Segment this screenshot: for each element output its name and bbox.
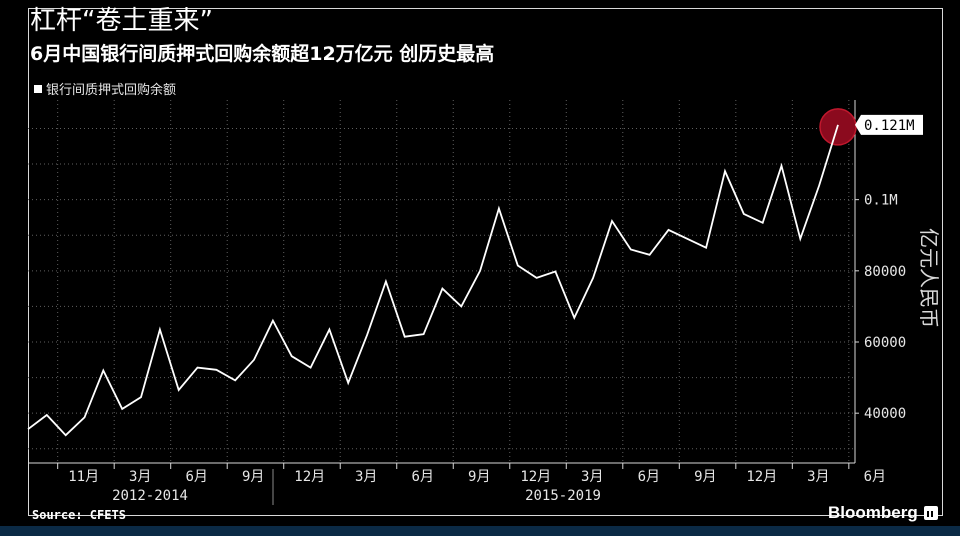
legend: 银行间质押式回购余额 [34, 79, 176, 98]
chart-title: 杠杆“卷土重来” [30, 6, 213, 36]
chart-subtitle: 6月中国银行间质押式回购余额超12万亿元 创历史最高 [30, 43, 495, 65]
footer-bar [0, 526, 960, 536]
last-value-marker: 0.121M [819, 108, 923, 146]
y-axis-label: 亿元人民币 [917, 228, 941, 328]
legend-label: 银行间质押式回购余额 [46, 83, 177, 98]
brand-label: Bloomberg [828, 503, 918, 522]
x-tick-label: 9月 [242, 469, 264, 485]
period-label: 2012-2014 [112, 488, 188, 504]
gridlines [28, 100, 855, 463]
chart-frame [28, 8, 943, 516]
series-group [27, 124, 839, 437]
period-label: 2015-2019 [525, 488, 601, 504]
x-tick-label: 12月 [294, 469, 325, 485]
x-tick-label: 3月 [129, 469, 151, 485]
x-tick-label: 6月 [864, 469, 886, 485]
x-tick-label: 12月 [520, 469, 551, 485]
x-tick-label: 3月 [581, 469, 603, 485]
legend-swatch [34, 84, 42, 93]
x-tick-label: 6月 [412, 469, 434, 485]
y-tick-label: 0.1M [864, 193, 898, 209]
x-tick-label: 6月 [638, 469, 660, 485]
bloomberg-logo: Bloomberg [828, 503, 938, 523]
axes [28, 100, 859, 505]
x-tick-label: 9月 [468, 469, 490, 485]
x-tick-label: 12月 [746, 469, 777, 485]
x-tick-label: 11月 [68, 469, 99, 485]
last-value-label: 0.121M [864, 118, 915, 134]
source-note: Source: CFETS [32, 508, 126, 522]
x-tick-labels: 11月 3月 6月 9月 12月 3月 6月 9月 12月 3月 6月 9月 12月 3月 6月 2012-2… [68, 469, 886, 504]
last-value-box [855, 114, 923, 135]
x-tick-label: 9月 [694, 469, 716, 485]
series-line [27, 124, 839, 437]
y-tick-label: 40000 [864, 406, 906, 422]
x-tick-label: 3月 [807, 469, 829, 485]
x-tick-label: 6月 [185, 469, 207, 485]
bloomberg-chart-icon [923, 506, 938, 520]
x-tick-label: 3月 [355, 469, 377, 485]
y-tick-label: 80000 [864, 264, 906, 280]
y-tick-label: 60000 [864, 335, 906, 351]
y-tick-labels: 40000 60000 80000 0.1M [864, 193, 906, 423]
